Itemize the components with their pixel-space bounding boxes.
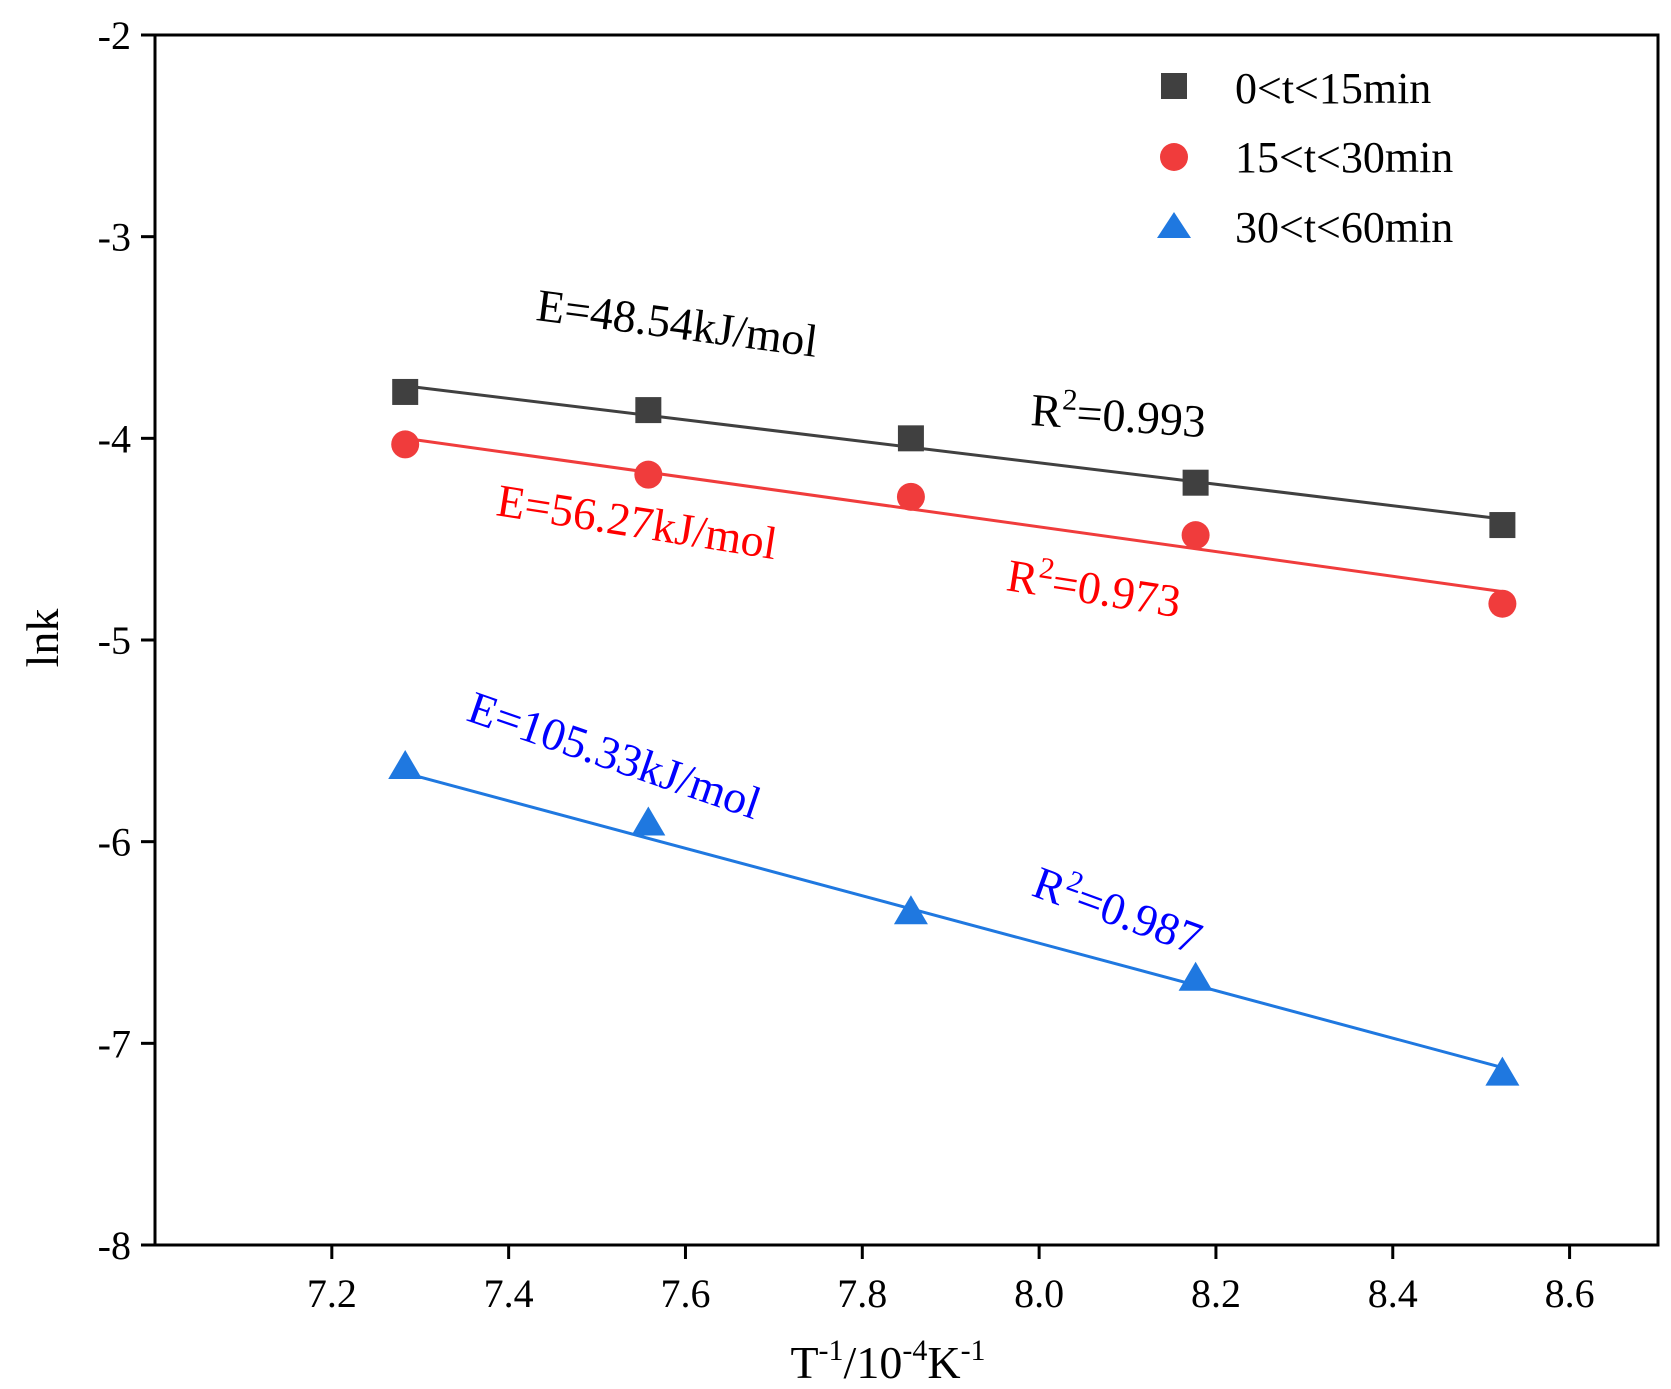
energy-label-series-3: E=105.33kJ/mol [462,681,768,829]
fit-line-series-1 [405,384,1503,521]
point-series-2-2 [634,460,663,489]
point-series-3-5 [1485,1056,1520,1086]
y-tick-label-4: -6 [98,820,131,865]
r2-label-series-1: R2=0.993 [1029,381,1207,447]
x-tick-label-4: 8.0 [1014,1271,1064,1316]
point-series-1-1 [392,378,419,405]
y-tick-label-6: -8 [98,1223,131,1268]
point-series-3-2 [631,806,666,836]
legend-label-series-3: 30<t<60min [1235,203,1453,252]
point-series-1-4 [1182,469,1209,496]
point-series-3-1 [388,750,423,780]
fit-line-series-3 [404,771,1503,1069]
legend-marker-series-3 [1157,212,1191,238]
y-axis-title: lnk [17,609,68,668]
point-series-2-4 [1181,521,1210,550]
y-tick-label-2: -4 [98,416,131,461]
x-tick-label-6: 8.4 [1368,1271,1418,1316]
x-tick-label-2: 7.6 [660,1271,710,1316]
x-tick-label-7: 8.6 [1545,1271,1595,1316]
legend: 0<t<15min 15<t<30min 30<t<60min [1157,64,1453,252]
y-tick-label-5: -7 [98,1021,131,1066]
energy-label-series-1: E=48.54kJ/mol [534,279,821,366]
x-tick-label-3: 7.8 [837,1271,887,1316]
point-series-1-5 [1489,512,1516,539]
x-tick-label-5: 8.2 [1191,1271,1241,1316]
point-series-3-4 [1178,961,1213,991]
legend-marker-series-2 [1160,143,1188,171]
x-tick-label-1: 7.4 [484,1271,534,1316]
annotation-series-3: E=105.33kJ/mol R2=0.987 [462,681,1209,964]
axes: 7.2 7.4 7.6 7.8 8.0 8.2 8.4 8.6 -2 -3 -4 -5 -6 -7 -8 [98,13,1660,1316]
point-series-3-3 [893,895,928,925]
r2-label-series-2: R2=0.973 [1003,547,1184,628]
point-series-2-5 [1488,589,1517,618]
y-tick-label-3: -5 [98,618,131,663]
y-tick-label-1: -3 [98,215,131,260]
energy-label-series-2: E=56.27kJ/mol [493,475,780,570]
data-markers [388,378,1520,1086]
fit-lines [404,384,1503,1069]
y-tick-label-0: -2 [98,13,131,58]
legend-marker-series-1 [1161,73,1187,99]
point-series-2-3 [896,482,925,511]
fit-line-series-2 [404,436,1503,594]
legend-label-series-1: 0<t<15min [1235,64,1431,113]
x-tick-label-0: 7.2 [307,1271,357,1316]
annotation-series-1: E=48.54kJ/mol R2=0.993 [534,279,1208,447]
annotation-series-2: E=56.27kJ/mol R2=0.973 [493,475,1184,628]
point-series-1-2 [635,397,662,424]
point-series-2-1 [391,430,420,459]
point-series-1-3 [897,425,924,452]
x-axis-title: T-1/10-4K-1 [790,1334,985,1388]
legend-label-series-2: 15<t<30min [1235,133,1453,182]
